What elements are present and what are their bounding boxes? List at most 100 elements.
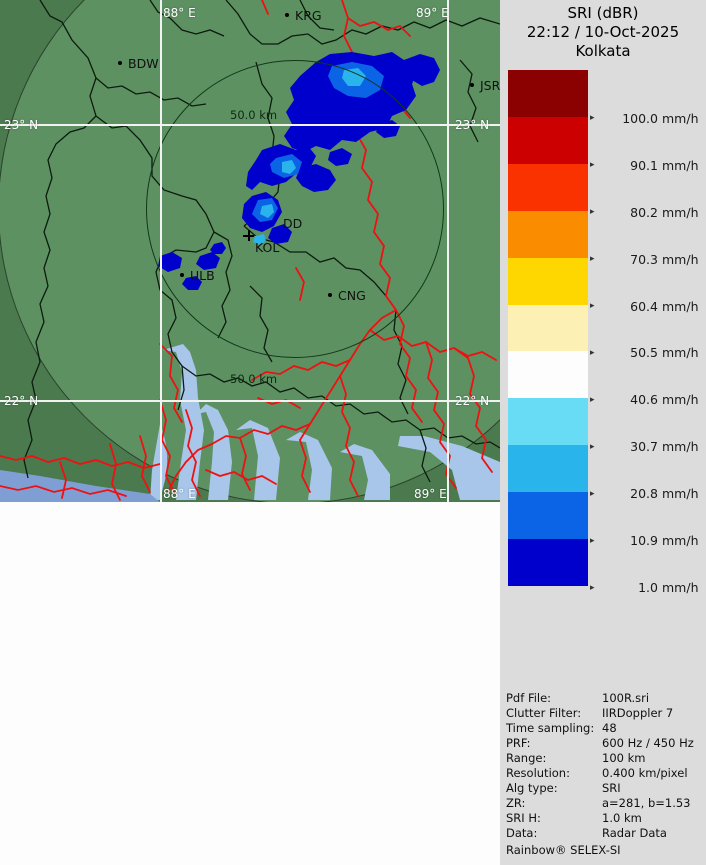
colorbar-tick-value: 90.1 (630, 157, 658, 173)
colorbar-band-80.2 (508, 163, 588, 211)
colorbar-tick-value: 60.4 (630, 298, 658, 314)
metadata-row: PRF: 600 Hz / 450 Hz (506, 736, 706, 751)
city-name: CNG (338, 288, 366, 303)
metadata-value: 100R.sri (602, 691, 650, 705)
metadata-key: Alg type: (506, 781, 558, 795)
coord-label: 88° E (163, 6, 196, 20)
colorbar-tick-value: 50.5 (630, 345, 658, 361)
colorbar-tick-unit: mm/h (662, 580, 699, 595)
city-name: BDW (128, 56, 159, 71)
colorbar-tick-arrow-icon: ▸ (590, 441, 595, 452)
city-label-krg: KRG (285, 8, 322, 23)
colorbar-tick-80.2: ▸ 80.2 mm/h (590, 204, 706, 220)
city-dot (118, 61, 122, 65)
city-dot (180, 273, 184, 277)
colorbar[interactable] (508, 70, 588, 587)
colorbar-band-50.5 (508, 304, 588, 352)
metadata-row: Alg type: SRI (506, 781, 706, 796)
colorbar-tick-40.6: ▸ 40.6 mm/h (590, 391, 706, 408)
metadata-key: Time sampling: (506, 721, 595, 735)
colorbar-tick-arrow-icon: ▸ (590, 160, 595, 171)
colorbar-band-100.0 (508, 70, 588, 117)
metadata-row: Range: 100 km (506, 751, 706, 766)
graticule-longitude-88e (160, 0, 162, 502)
radar-map[interactable]: 50.0 km 50.0 km 88° E 89° E 23° N 23° N … (0, 0, 500, 502)
colorbar-tick-50.5: ▸ 50.5 mm/h (590, 344, 706, 361)
vendor-credit: Rainbow® SELEX-SI (506, 843, 621, 857)
colorbar-tick-value: 1.0 (638, 580, 658, 595)
metadata-key: Data: (506, 826, 538, 840)
colorbar-tick-arrow-icon: ▸ (590, 113, 595, 124)
colorbar-tick-arrow-icon: ▸ (590, 488, 595, 499)
metadata-row: Resolution: 0.400 km/pixel (506, 766, 706, 781)
colorbar-tick-unit: mm/h (662, 345, 699, 361)
panel-title: SRI (dBR) 22:12 / 10-Oct-2025 Kolkata (500, 4, 706, 61)
colorbar-tick-arrow-icon: ▸ (590, 347, 595, 358)
metadata-row: Time sampling: 48 (506, 721, 706, 736)
coord-label: 89° E (414, 487, 447, 501)
colorbar-tick-30.7: ▸ 30.7 mm/h (590, 438, 706, 455)
colorbar-tick-unit: mm/h (662, 439, 699, 455)
metadata-row: ZR: a=281, b=1.53 (506, 796, 706, 811)
sea-layer (0, 470, 160, 502)
colorbar-tick-value: 10.9 (630, 533, 658, 549)
colorbar-band-1.0 (508, 539, 588, 587)
colorbar-band-30.7 (508, 398, 588, 446)
metadata-value: 48 (602, 721, 617, 735)
metadata-table: Pdf File: 100R.sri Clutter Filter: IIRDoppl… (506, 691, 706, 841)
colorbar-band-40.6 (508, 351, 588, 399)
map-blank-area (0, 502, 500, 865)
metadata-value: Radar Data (602, 826, 667, 840)
coord-label: 23° N (455, 118, 490, 132)
colorbar-tick-unit: mm/h (662, 251, 699, 267)
metadata-value: 1.0 km (602, 811, 642, 825)
colorbar-tick-value: 70.3 (630, 251, 658, 267)
colorbar-tick-arrow-icon: ▸ (590, 535, 595, 546)
metadata-value: SRI (602, 781, 621, 795)
colorbar-tick-unit: mm/h (662, 204, 699, 220)
colorbar-tick-1.0: ▸ 1.0 mm/h (590, 579, 706, 595)
metadata-key: Range: (506, 751, 547, 765)
coord-label: 22° N (455, 394, 490, 408)
colorbar-tick-60.4: ▸ 60.4 mm/h (590, 298, 706, 314)
city-label-ulb: ULB (180, 268, 215, 283)
range-ring-50km (146, 60, 444, 358)
metadata-value: IIRDoppler 7 (602, 706, 674, 720)
colorbar-tick-90.1: ▸ 90.1 mm/h (590, 157, 706, 173)
metadata-key: Clutter Filter: (506, 706, 582, 720)
colorbar-tick-unit: mm/h (662, 392, 699, 408)
city-name: KRG (295, 8, 322, 23)
colorbar-tick-value: 20.8 (630, 486, 658, 502)
colorbar-band-90.1 (508, 116, 588, 164)
product-name: SRI (dBR) (567, 4, 639, 22)
colorbar-tick-value: 30.7 (630, 439, 658, 455)
colorbar-tick-arrow-icon: ▸ (590, 207, 595, 218)
graticule-latitude-23n (0, 124, 500, 126)
colorbar-tick-arrow-icon: ▸ (590, 254, 595, 265)
metadata-key: PRF: (506, 736, 531, 750)
radar-site-name: Kolkata (575, 42, 631, 60)
colorbar-tick-unit: mm/h (662, 533, 699, 549)
metadata-key: SRI H: (506, 811, 541, 825)
coord-label: 89° E (416, 6, 449, 20)
city-label-bdw: BDW (118, 56, 159, 71)
city-name: KOL (255, 240, 280, 255)
colorbar-tick-20.8: ▸ 20.8 mm/h (590, 485, 706, 502)
colorbar-tick-70.3: ▸ 70.3 mm/h (590, 251, 706, 267)
metadata-value: a=281, b=1.53 (602, 796, 691, 810)
metadata-key: Resolution: (506, 766, 570, 780)
graticule-latitude-22n (0, 400, 500, 402)
city-dot (470, 83, 474, 87)
city-label-jsr: JSR (470, 78, 500, 93)
city-dot (285, 13, 289, 17)
colorbar-band-20.8 (508, 445, 588, 493)
colorbar-tick-arrow-icon: ▸ (590, 394, 595, 405)
colorbar-tick-unit: mm/h (662, 110, 699, 126)
metadata-value: 600 Hz / 450 Hz (602, 736, 694, 750)
metadata-value: 0.400 km/pixel (602, 766, 688, 780)
colorbar-tick-10.9: ▸ 10.9 mm/h (590, 532, 706, 549)
colorbar-tick-unit: mm/h (662, 157, 699, 173)
metadata-key: ZR: (506, 796, 526, 810)
scan-timestamp: 22:12 / 10-Oct-2025 (526, 23, 680, 41)
